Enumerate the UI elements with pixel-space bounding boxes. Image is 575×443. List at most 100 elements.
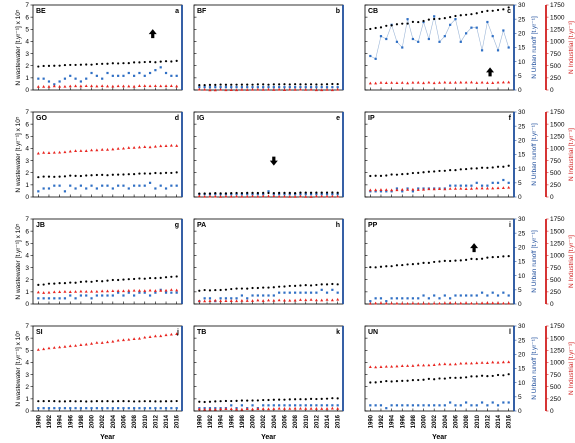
urban-point bbox=[496, 49, 500, 52]
industrial-point bbox=[235, 88, 239, 92]
wastewater-point bbox=[395, 264, 399, 267]
industrial-point bbox=[58, 345, 62, 349]
industrial-point bbox=[336, 297, 340, 301]
x-tick-label: 1994 bbox=[390, 414, 396, 428]
right2-axis-title: N Industrial [t.yr⁻¹] bbox=[568, 128, 575, 181]
urban-point bbox=[486, 294, 489, 297]
wastewater-point bbox=[170, 171, 173, 175]
wastewater-point bbox=[309, 83, 313, 86]
industrial-point bbox=[507, 80, 511, 84]
wastewater-point bbox=[251, 83, 254, 86]
wastewater-point bbox=[101, 400, 104, 403]
urban-point bbox=[175, 291, 178, 294]
wastewater-point bbox=[85, 174, 88, 177]
wastewater-point bbox=[74, 63, 77, 67]
urban-point bbox=[203, 86, 206, 89]
industrial-point bbox=[121, 338, 125, 342]
x-tick-label: 2008 bbox=[132, 414, 138, 428]
urban-point bbox=[465, 401, 468, 404]
urban-point bbox=[47, 80, 51, 83]
wastewater-point bbox=[37, 65, 40, 68]
wastewater-point bbox=[465, 376, 468, 379]
x-tick-label: 1998 bbox=[79, 414, 85, 428]
industrial-point bbox=[84, 149, 88, 152]
industrial-point bbox=[132, 84, 136, 88]
right-tick-label: 10 bbox=[518, 380, 526, 387]
wastewater-point bbox=[246, 287, 249, 290]
panel-letter: h bbox=[336, 222, 340, 229]
left-tick-label: 7 bbox=[25, 2, 29, 9]
industrial-point bbox=[148, 145, 152, 149]
industrial-point bbox=[459, 80, 463, 84]
x-tick-label: 2004 bbox=[443, 414, 449, 428]
panel-go: 0 1 2 3 4 5 6 7N wastewater [t.yr⁻¹] x 10⁵ GO d bbox=[15, 109, 183, 201]
industrial-point bbox=[491, 186, 495, 190]
industrial-point bbox=[42, 291, 46, 294]
urban-point bbox=[496, 404, 500, 407]
urban-point bbox=[267, 190, 270, 193]
panel-label: IP bbox=[368, 115, 375, 122]
wastewater-point bbox=[309, 284, 313, 287]
right2-tick-label: 1000 bbox=[550, 253, 565, 260]
wastewater-point bbox=[69, 63, 72, 67]
industrial-point bbox=[288, 195, 292, 198]
urban-point bbox=[465, 184, 468, 187]
urban-point bbox=[427, 37, 430, 41]
urban-point bbox=[369, 404, 372, 407]
wastewater-point bbox=[251, 286, 254, 290]
right2-tick-label: 500 bbox=[550, 63, 561, 70]
industrial-point bbox=[390, 364, 394, 368]
urban-point bbox=[486, 404, 489, 407]
industrial-point bbox=[224, 88, 228, 92]
left-tick-label: 6 bbox=[25, 121, 29, 128]
wastewater-point bbox=[85, 63, 88, 66]
wastewater-point bbox=[53, 400, 56, 403]
urban-point bbox=[58, 184, 61, 187]
right2-axis-title: N Industrial [t.yr⁻¹] bbox=[568, 235, 575, 288]
wastewater-point bbox=[395, 173, 399, 176]
urban-point bbox=[138, 407, 141, 410]
industrial-point bbox=[245, 194, 249, 198]
urban-point bbox=[315, 291, 318, 294]
industrial-point bbox=[143, 145, 147, 148]
urban-point bbox=[454, 404, 457, 407]
wastewater-point bbox=[411, 20, 414, 24]
industrial-point bbox=[169, 143, 173, 147]
industrial-point bbox=[245, 88, 249, 91]
x-tick-label: 1998 bbox=[411, 414, 417, 428]
industrial-point bbox=[63, 345, 67, 348]
wastewater-point bbox=[143, 400, 146, 403]
industrial-point bbox=[438, 301, 441, 305]
wastewater-point bbox=[63, 175, 67, 178]
right-tick-label: 0 bbox=[518, 408, 522, 415]
right-tick-label: 5 bbox=[518, 180, 522, 187]
wastewater-point bbox=[251, 399, 254, 402]
urban-point bbox=[336, 86, 339, 89]
wastewater-point bbox=[148, 400, 152, 403]
urban-point bbox=[395, 297, 399, 300]
urban-point bbox=[272, 294, 275, 297]
left-tick-label: 2 bbox=[25, 63, 29, 70]
x-tick-label: 2002 bbox=[432, 414, 438, 428]
wastewater-point bbox=[459, 259, 462, 262]
wastewater-point bbox=[175, 171, 178, 174]
wastewater-point bbox=[325, 397, 329, 400]
urban-point bbox=[90, 71, 93, 75]
industrial-point bbox=[95, 289, 99, 293]
industrial-point bbox=[100, 148, 104, 151]
wastewater-point bbox=[304, 83, 307, 86]
right2-tick-label: 1000 bbox=[550, 39, 565, 46]
urban-point bbox=[465, 294, 468, 297]
industrial-point bbox=[400, 301, 404, 305]
industrial-point bbox=[74, 290, 78, 293]
urban-point bbox=[122, 184, 125, 187]
panel-frame bbox=[32, 4, 183, 91]
x-tick-label: 2000 bbox=[422, 414, 428, 428]
x-tick-label: 1992 bbox=[379, 414, 385, 428]
industrial-point bbox=[298, 406, 302, 410]
urban-point bbox=[127, 187, 130, 190]
right-tick-label: 15 bbox=[518, 152, 526, 159]
wastewater-point bbox=[256, 83, 259, 86]
industrial-point bbox=[261, 88, 265, 91]
industrial-point bbox=[330, 298, 334, 302]
